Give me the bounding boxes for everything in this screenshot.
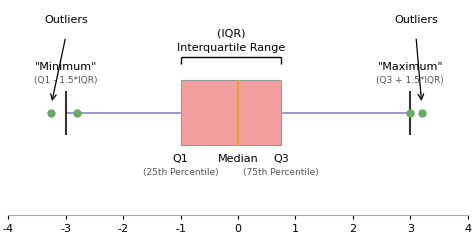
Text: Median: Median (218, 154, 258, 164)
Text: Outliers: Outliers (394, 15, 438, 25)
Text: (Q3 + 1.5*IQR): (Q3 + 1.5*IQR) (376, 76, 444, 85)
Text: Interquartile Range: Interquartile Range (177, 43, 285, 53)
Text: (Q1 - 1.5*IQR): (Q1 - 1.5*IQR) (34, 76, 98, 85)
Text: (25th Percentile): (25th Percentile) (143, 168, 219, 177)
Text: "Minimum": "Minimum" (35, 62, 97, 72)
Text: Outliers: Outliers (44, 15, 88, 25)
Text: Q3: Q3 (273, 154, 289, 164)
Text: (75th Percentile): (75th Percentile) (243, 168, 319, 177)
Text: (IQR): (IQR) (217, 29, 245, 39)
Text: "Maximum": "Maximum" (377, 62, 443, 72)
Bar (181, 80, 281, 145)
Text: Q1: Q1 (173, 154, 189, 164)
